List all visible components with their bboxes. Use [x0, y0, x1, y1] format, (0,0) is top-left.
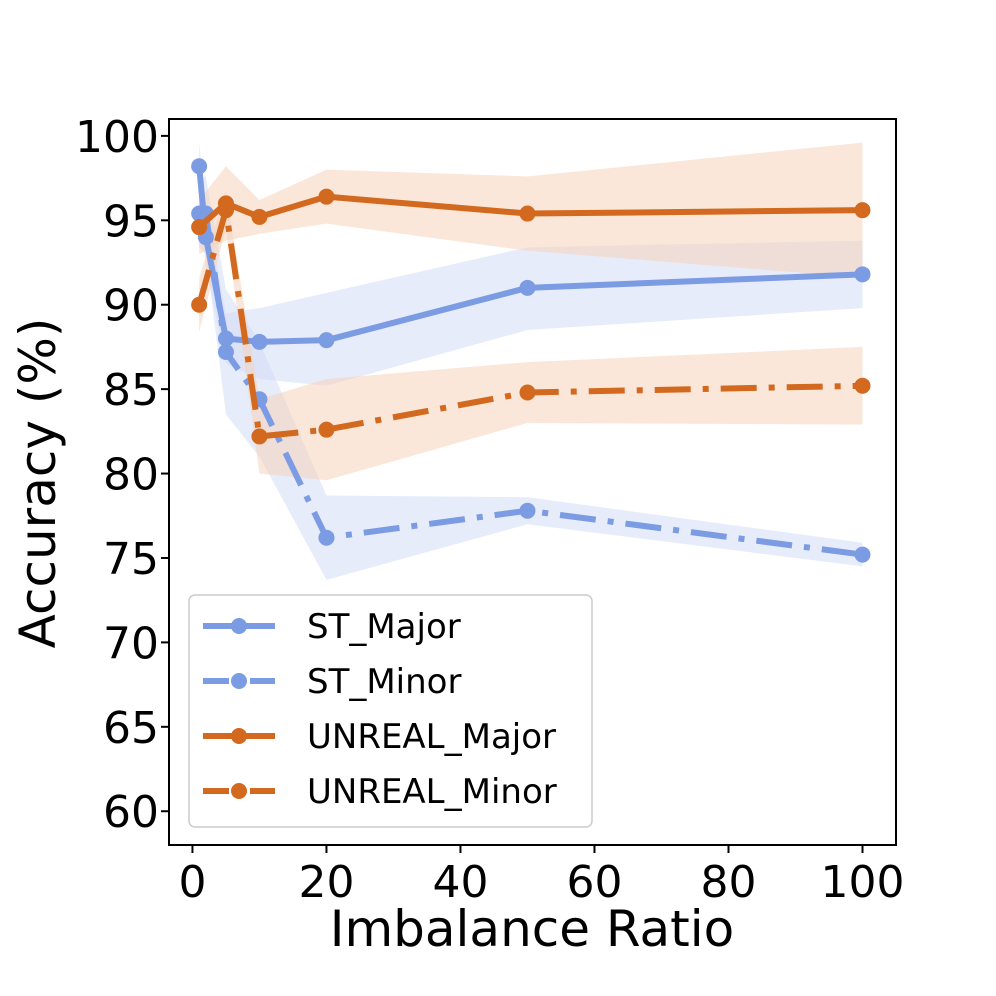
unreal-major-point [854, 202, 871, 219]
y-tick-label: 75 [103, 534, 159, 585]
st-minor-point [519, 502, 536, 519]
unreal-major-legend-marker [231, 728, 247, 744]
unreal-minor-line [196, 207, 863, 440]
x-tick-label: 40 [432, 857, 488, 908]
st-major-legend-marker [231, 618, 247, 634]
st-major-point [854, 266, 871, 283]
st-major-legend-label: ST_Major [307, 607, 461, 647]
series-lines [191, 158, 871, 563]
axis-ticks: 0 20 40 60 80 100 60 65 70 75 80 85 90 95 100 [75, 112, 904, 908]
unreal-minor-legend-label: UNREAL_Minor [307, 772, 557, 812]
unreal-major-point [251, 208, 268, 225]
legend-box [188, 594, 593, 828]
st-minor-point [217, 343, 234, 360]
unreal-minor-band [199, 191, 863, 481]
unreal-major-legend-label: UNREAL_Major [307, 717, 556, 757]
unreal-minor-point [217, 202, 234, 219]
legend: ST_Major ST_Minor UNREAL_Major UNREAL_Minor [188, 594, 593, 828]
y-tick-label: 70 [103, 618, 159, 669]
plot-frame [168, 118, 897, 846]
unreal-minor-point [251, 428, 268, 445]
st-minor-band [199, 176, 863, 580]
x-tick-label: 100 [821, 857, 905, 908]
unreal-minor-point [191, 296, 208, 313]
y-tick-label: 60 [103, 787, 159, 838]
st-minor-point [854, 546, 871, 563]
unreal-minor-point [519, 384, 536, 401]
st-minor-legend-label: ST_Minor [307, 662, 461, 702]
unreal-major-point [519, 205, 536, 222]
y-tick-label: 90 [103, 281, 159, 332]
unreal-minor-point [318, 421, 335, 438]
y-tick-label: 100 [75, 112, 159, 163]
st-minor-point [318, 529, 335, 546]
y-tick-label: 65 [103, 703, 159, 754]
unreal-minor-point [854, 377, 871, 394]
y-tick-label: 85 [103, 365, 159, 416]
legend-items: ST_Major ST_Minor UNREAL_Major UNREAL_Minor [203, 607, 557, 812]
y-tick-label: 95 [103, 196, 159, 247]
x-tick-label: 20 [298, 857, 354, 908]
x-axis-title: Imbalance Ratio [330, 900, 735, 958]
st-major-band [199, 142, 863, 386]
st-major-point [318, 332, 335, 349]
st-major-point [519, 279, 536, 296]
x-tick-label: 0 [178, 857, 206, 908]
y-tick-label: 80 [103, 450, 159, 501]
unreal-minor-legend-marker [231, 783, 247, 799]
unreal-major-point [318, 188, 335, 205]
x-tick-label: 60 [566, 857, 622, 908]
st-major-point [251, 333, 268, 350]
y-axis-title: Accuracy (%) [9, 318, 67, 649]
st-minor-legend-marker [231, 673, 247, 689]
x-tick-label: 80 [700, 857, 756, 908]
st-major-point [191, 158, 208, 175]
unreal-major-point [191, 219, 208, 236]
